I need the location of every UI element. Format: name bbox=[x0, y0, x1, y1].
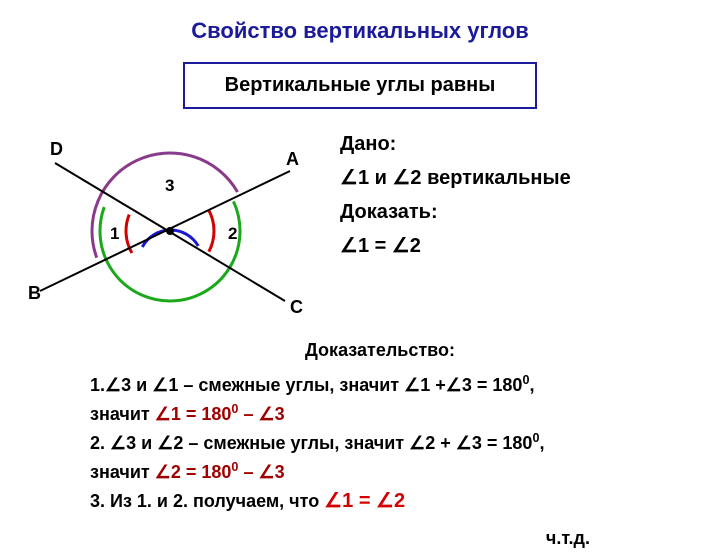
svg-text:C: C bbox=[290, 297, 303, 317]
proof-line-3: 2. ∠3 и ∠2 – смежные углы, значит ∠2 + ∠… bbox=[90, 429, 670, 458]
prove-statement: ∠1 = ∠2 bbox=[340, 229, 571, 263]
given-label: Дано: bbox=[340, 127, 571, 161]
proof-heading: Доказательство: bbox=[90, 337, 670, 365]
angle-diagram: A B C D 1 2 3 bbox=[0, 121, 340, 341]
proof-line-1: 1.∠3 и ∠1 – смежные углы, значит ∠1 +∠3 … bbox=[90, 371, 670, 400]
page-title: Свойство вертикальных углов bbox=[0, 18, 720, 44]
given-angles: ∠1 и ∠2 вертикальные bbox=[340, 161, 571, 195]
svg-text:3: 3 bbox=[165, 176, 174, 195]
svg-text:2: 2 bbox=[228, 224, 237, 243]
proof-line-5: 3. Из 1. и 2. получаем, что ∠1 = ∠2 bbox=[90, 486, 670, 517]
qed: ч.т.д. bbox=[90, 525, 670, 553]
svg-text:D: D bbox=[50, 139, 63, 159]
content-row: A B C D 1 2 3 Дано: ∠1 и ∠2 вертикальные Доказ… bbox=[0, 121, 720, 341]
svg-text:A: A bbox=[286, 149, 299, 169]
proof-line-2: значит ∠1 = 1800 – ∠3 bbox=[90, 400, 670, 429]
proof-line-4: значит ∠2 = 1800 – ∠3 bbox=[90, 458, 670, 487]
proof-block: Доказательство: 1.∠3 и ∠1 – смежные углы… bbox=[0, 337, 720, 553]
svg-text:B: B bbox=[28, 283, 41, 303]
svg-text:1: 1 bbox=[110, 224, 119, 243]
prove-label: Доказать: bbox=[340, 195, 571, 229]
theorem-statement: Вертикальные углы равны bbox=[183, 62, 537, 109]
given-block: Дано: ∠1 и ∠2 вертикальные Доказать: ∠1 … bbox=[340, 121, 571, 341]
